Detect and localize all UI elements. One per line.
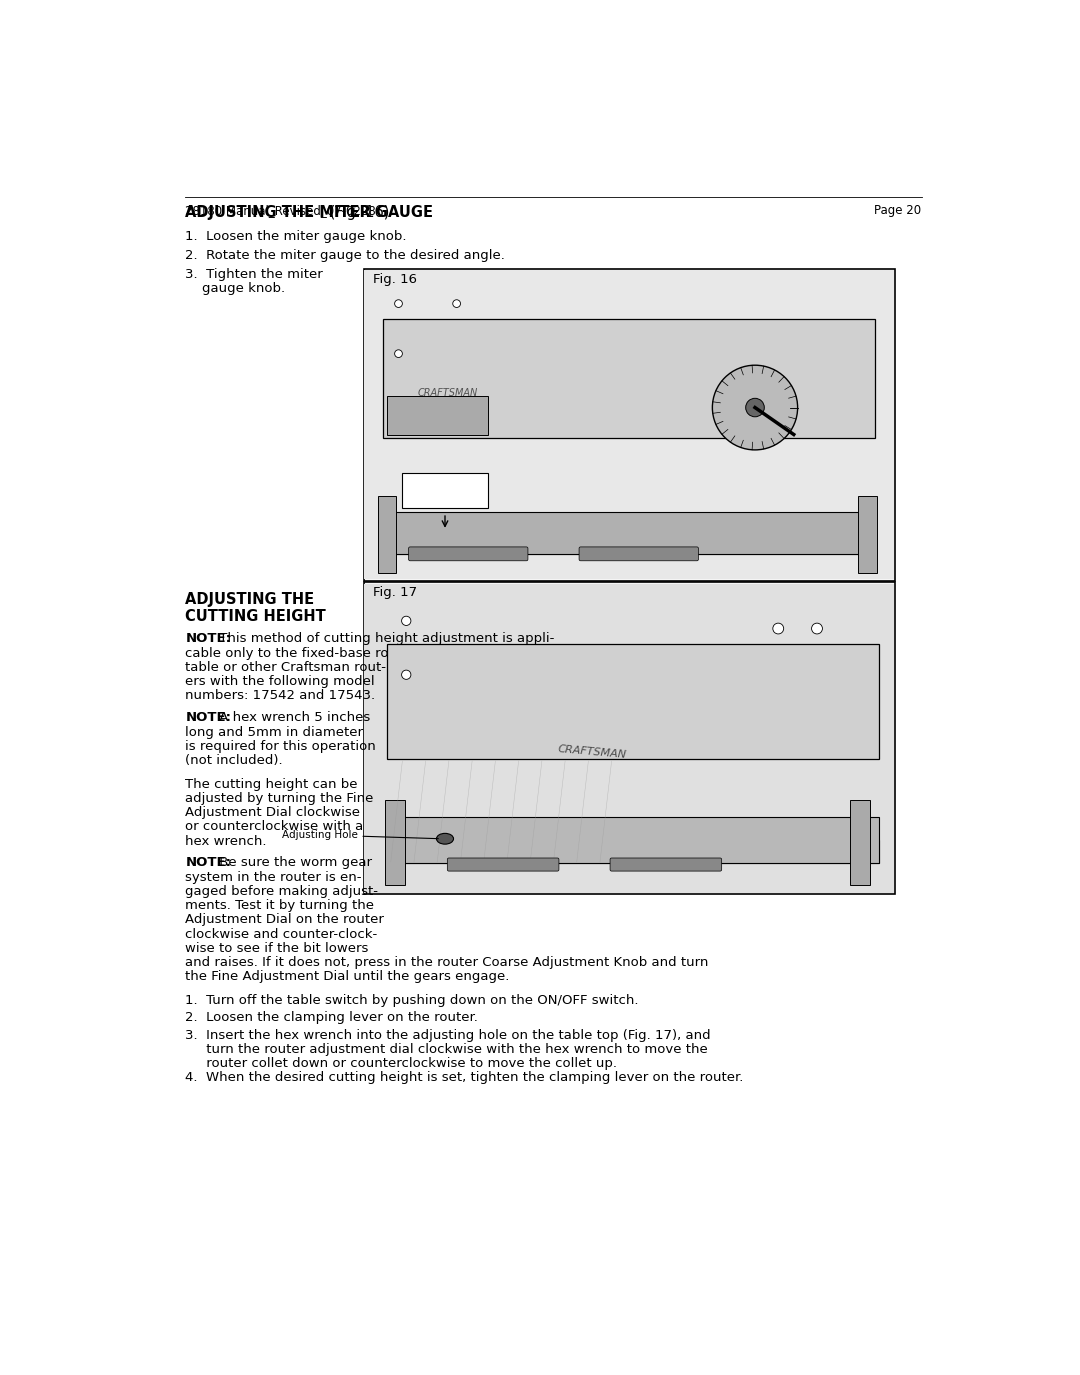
Bar	[384, 800, 405, 886]
Text: (Fig. 16): (Fig. 16)	[325, 205, 389, 220]
Text: wise to see if the bit lowers: wise to see if the bit lowers	[186, 942, 368, 954]
Text: 1.  Loosen the miter gauge knob.: 1. Loosen the miter gauge knob.	[186, 230, 407, 242]
Text: 1.  Turn off the table switch by pushing down on the ON/OFF switch.: 1. Turn off the table switch by pushing …	[186, 994, 639, 1006]
Text: CUTTING HEIGHT: CUTTING HEIGHT	[186, 609, 326, 624]
Text: 3.  Tighten the miter: 3. Tighten the miter	[186, 268, 323, 280]
Bar	[387, 644, 879, 759]
Text: The cutting height can be: The cutting height can be	[186, 777, 357, 791]
Text: numbers: 17542 and 17543.: numbers: 17542 and 17543.	[186, 689, 376, 703]
Bar	[364, 583, 894, 894]
Bar	[383, 319, 875, 439]
Text: is required for this operation: is required for this operation	[186, 740, 376, 752]
Text: the Fine Adjustment Dial until the gears engage.: the Fine Adjustment Dial until the gears…	[186, 971, 510, 983]
Bar	[387, 396, 488, 434]
Circle shape	[402, 616, 410, 626]
Ellipse shape	[436, 833, 454, 844]
Text: ers with the following model: ers with the following model	[186, 675, 375, 688]
Bar	[378, 496, 396, 573]
Bar	[364, 271, 894, 579]
Text: gaged before making adjust-: gaged before making adjust-	[186, 886, 378, 898]
Bar	[850, 800, 869, 886]
Text: 3.  Insert the hex wrench into the adjusting hole on the table top (Fig. 17), an: 3. Insert the hex wrench into the adjust…	[186, 1028, 711, 1041]
Bar	[383, 535, 875, 554]
Text: cable only to the fixed-base router supplied with this router: cable only to the fixed-base router supp…	[186, 646, 583, 660]
Text: ments. Test it by turning the: ments. Test it by turning the	[186, 899, 375, 912]
Text: ADJUSTING THE MITER GAUGE: ADJUSTING THE MITER GAUGE	[186, 205, 433, 220]
Circle shape	[394, 349, 403, 358]
Text: Fig. 16: Fig. 16	[373, 272, 417, 286]
Circle shape	[402, 670, 410, 679]
FancyBboxPatch shape	[408, 547, 528, 561]
Text: Fig. 17: Fig. 17	[373, 586, 417, 600]
Text: Adjustment Dial on the router: Adjustment Dial on the router	[186, 913, 384, 927]
Text: or counterclockwise with a: or counterclockwise with a	[186, 821, 364, 833]
Text: 2.  Rotate the miter gauge to the desired angle.: 2. Rotate the miter gauge to the desired…	[186, 249, 505, 261]
Bar	[364, 584, 894, 892]
Text: This method of cutting height adjustment is appli-: This method of cutting height adjustment…	[215, 632, 555, 645]
Text: long and 5mm in diameter: long and 5mm in diameter	[186, 726, 363, 738]
Text: table or other Craftsman rout-: table or other Craftsman rout-	[186, 661, 387, 674]
FancyBboxPatch shape	[579, 547, 699, 561]
Text: system in the router is en-: system in the router is en-	[186, 870, 362, 884]
Circle shape	[773, 623, 784, 634]
Circle shape	[713, 366, 798, 450]
Circle shape	[453, 300, 460, 308]
Bar	[383, 512, 875, 554]
Text: ADJUSTING THE: ADJUSTING THE	[186, 593, 314, 608]
Bar	[859, 496, 877, 573]
Text: turn the router adjustment dial clockwise with the hex wrench to move the: turn the router adjustment dial clockwis…	[186, 1042, 708, 1056]
Text: Adjustment Dial clockwise: Adjustment Dial clockwise	[186, 806, 361, 820]
Text: clockwise and counter-clock-: clockwise and counter-clock-	[186, 928, 378, 941]
Text: NOTE:: NOTE:	[186, 711, 231, 725]
Text: (not included).: (not included).	[186, 754, 283, 767]
Text: and raises. If it does not, press in the router Coarse Adjustment Knob and turn: and raises. If it does not, press in the…	[186, 956, 708, 969]
Circle shape	[394, 300, 403, 308]
Circle shape	[811, 623, 823, 634]
Text: 4.  When the desired cutting height is set, tighten the clamping lever on the ro: 4. When the desired cutting height is se…	[186, 1071, 744, 1085]
FancyBboxPatch shape	[610, 858, 721, 872]
Text: hex wrench.: hex wrench.	[186, 835, 267, 847]
Text: 2.  Loosen the clamping lever on the router.: 2. Loosen the clamping lever on the rout…	[186, 1011, 478, 1024]
Text: Be sure the worm gear: Be sure the worm gear	[215, 857, 373, 869]
Text: NOTE:: NOTE:	[186, 857, 231, 869]
Text: gauge knob.: gauge knob.	[202, 282, 285, 296]
Text: CRAFTSMAN: CRAFTSMAN	[418, 388, 478, 399]
Bar	[387, 817, 879, 864]
Bar	[364, 270, 894, 580]
Text: Adjusting Hole: Adjusting Hole	[282, 830, 438, 840]
Text: adjusted by turning the Fine: adjusted by turning the Fine	[186, 792, 374, 804]
Circle shape	[745, 399, 765, 417]
Bar	[387, 840, 879, 864]
Text: A hex wrench 5 inches: A hex wrench 5 inches	[215, 711, 370, 725]
Text: CRAFTSMAN: CRAFTSMAN	[557, 744, 627, 760]
Bar	[403, 473, 488, 507]
FancyBboxPatch shape	[447, 858, 559, 872]
Text: router collet down or counterclockwise to move the collet up.: router collet down or counterclockwise t…	[186, 1057, 618, 1070]
Text: 28180 Manual_Revised_07-0228: 28180 Manual_Revised_07-0228	[186, 205, 376, 217]
Text: NOTE:: NOTE:	[186, 632, 231, 645]
Text: Page 20: Page 20	[875, 205, 921, 217]
